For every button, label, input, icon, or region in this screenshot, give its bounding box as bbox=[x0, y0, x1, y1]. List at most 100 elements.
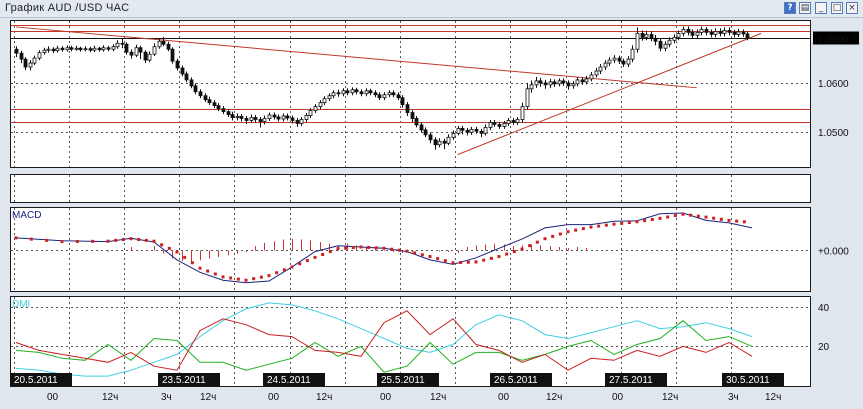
candle-body bbox=[534, 80, 539, 86]
candle-body bbox=[180, 67, 185, 75]
candle-body bbox=[166, 43, 171, 50]
candle-body bbox=[640, 32, 645, 38]
candle-body bbox=[552, 81, 557, 85]
candle-body bbox=[272, 114, 277, 118]
candle-body bbox=[313, 106, 318, 111]
candle-body bbox=[276, 116, 281, 120]
candle-body bbox=[285, 115, 290, 119]
candle-body bbox=[405, 104, 410, 113]
candle-body bbox=[253, 117, 258, 120]
macd-signal-dot bbox=[620, 221, 624, 225]
candle-body bbox=[138, 47, 143, 53]
macd-signal-dot bbox=[413, 251, 417, 255]
macd-signal-dot bbox=[650, 217, 654, 221]
minimize-button[interactable]: _ bbox=[815, 2, 827, 14]
candle-body bbox=[433, 139, 438, 146]
candle-body bbox=[60, 47, 65, 51]
maximize-button[interactable]: □ bbox=[831, 2, 843, 14]
candle-body bbox=[428, 134, 433, 141]
candle-body bbox=[612, 57, 617, 61]
hour-label: 12ч bbox=[200, 392, 216, 403]
candle-body bbox=[382, 94, 387, 99]
candle-body bbox=[653, 37, 658, 42]
candle-body bbox=[341, 90, 346, 95]
macd-signal-dot bbox=[221, 275, 225, 279]
candle-body bbox=[198, 91, 203, 97]
candle-body bbox=[410, 112, 415, 119]
date-tag bbox=[377, 373, 439, 386]
price-panel[interactable] bbox=[10, 20, 811, 168]
candle-body bbox=[672, 36, 677, 41]
macd-signal-dot bbox=[535, 240, 539, 244]
candle-body bbox=[617, 57, 622, 62]
macd-signal-dot bbox=[497, 255, 501, 259]
candle-body bbox=[469, 128, 474, 133]
macd-signal-dot bbox=[282, 268, 286, 272]
candle-body bbox=[474, 128, 479, 132]
macd-signal-dot bbox=[428, 255, 432, 259]
date-tag bbox=[605, 373, 667, 386]
trendline bbox=[457, 32, 762, 156]
candle-body bbox=[520, 106, 525, 120]
macd-signal-dot bbox=[505, 252, 509, 256]
candle-body bbox=[28, 62, 33, 68]
date-tag bbox=[10, 373, 72, 386]
candle-body bbox=[212, 102, 217, 107]
macd-signal-dot bbox=[566, 230, 570, 234]
candle-body bbox=[308, 110, 313, 116]
candle-body bbox=[502, 123, 507, 127]
hour-label: 12ч bbox=[430, 392, 446, 403]
macd-signal-dot bbox=[382, 246, 386, 250]
candle-body bbox=[575, 79, 580, 85]
macd-label: MACD bbox=[12, 210, 41, 221]
candle-body bbox=[216, 105, 221, 109]
hour-label: 12ч bbox=[546, 392, 562, 403]
candle-body bbox=[644, 33, 649, 38]
macd-signal-dot bbox=[551, 234, 555, 238]
macd-signal-dot bbox=[719, 217, 723, 221]
candle-body bbox=[134, 47, 139, 56]
macd-signal-dot bbox=[459, 261, 463, 265]
candle-body bbox=[387, 92, 392, 96]
hour-label: 12ч bbox=[102, 392, 118, 403]
candle-body bbox=[37, 52, 42, 59]
candle-body bbox=[267, 114, 272, 119]
macd-signal-dot bbox=[305, 259, 309, 263]
candle-body bbox=[635, 32, 640, 50]
print-button[interactable]: ▤ bbox=[799, 2, 811, 14]
candle-body bbox=[193, 85, 198, 93]
candle-body bbox=[391, 92, 396, 96]
macd-signal-dot bbox=[290, 265, 294, 269]
macd-panel[interactable] bbox=[10, 207, 811, 292]
candle-body bbox=[207, 99, 212, 104]
window-title: График AUD /USD ЧАС bbox=[5, 2, 130, 14]
candle-body bbox=[230, 114, 235, 118]
macd-signal-dot bbox=[597, 224, 601, 228]
candle-body bbox=[571, 83, 576, 87]
candle-body bbox=[368, 90, 373, 94]
candle-body bbox=[649, 33, 654, 39]
macd-signal-dot bbox=[328, 250, 332, 254]
candle-body bbox=[589, 74, 594, 80]
help-button[interactable]: ? bbox=[784, 2, 796, 14]
macd-signal-dot bbox=[367, 245, 371, 249]
candle-body bbox=[106, 47, 111, 50]
macd-signal-dot bbox=[390, 247, 394, 251]
candle-body bbox=[83, 48, 88, 51]
candle-body bbox=[594, 70, 599, 76]
hour-label: 12ч bbox=[662, 392, 678, 403]
candle-body bbox=[377, 94, 382, 99]
hour-label: 3ч bbox=[728, 392, 739, 403]
candle-body bbox=[709, 31, 714, 35]
candle-body bbox=[262, 118, 267, 122]
candle-body bbox=[226, 111, 231, 115]
candle-body bbox=[120, 42, 125, 45]
candle-body bbox=[184, 73, 189, 81]
candle-body bbox=[14, 48, 19, 54]
close-button[interactable]: × bbox=[846, 2, 858, 14]
macd-signal-dot bbox=[397, 248, 401, 252]
candle-body bbox=[525, 88, 530, 108]
candle-body bbox=[442, 140, 447, 144]
candle-body bbox=[124, 43, 129, 53]
dmi-panel[interactable] bbox=[10, 296, 811, 387]
